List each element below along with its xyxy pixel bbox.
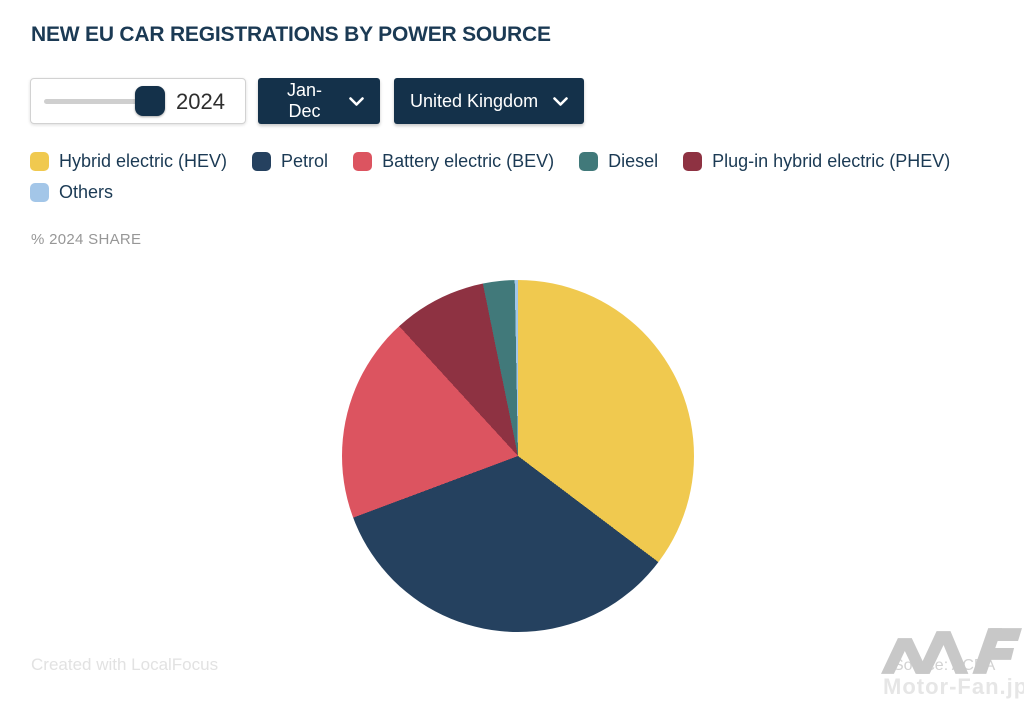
legend-swatch [353,152,373,171]
legend-swatch [252,152,272,171]
page-title: NEW EU CAR REGISTRATIONS BY POWER SOURCE [31,23,551,47]
period-dropdown-label: Jan-Dec [286,80,322,121]
watermark-text: Motor-Fan.jp [883,674,1024,699]
slider-value: 2024 [176,89,225,114]
credit-text: Created with LocalFocus [31,655,219,674]
slider-thumb[interactable] [135,86,165,116]
legend-swatch [30,152,49,171]
period-dropdown[interactable]: Jan-Dec [258,78,380,124]
country-dropdown[interactable]: United Kingdom [394,78,584,124]
legend-item-hybrid-electric-hev[interactable]: Hybrid electric (HEV) [30,151,227,172]
legend-label: Diesel [608,151,659,171]
legend-label: Petrol [281,151,329,171]
pie-chart[interactable] [342,280,694,632]
legend-label: Hybrid electric (HEV) [59,151,228,171]
legend-item-plug-in-hybrid-phev[interactable]: Plug-in hybrid electric (PHEV) [683,151,950,172]
legend-label: Battery electric (BEV) [382,151,555,171]
legend-label: Others [59,182,114,202]
motor-fan-logo-icon [881,624,1022,679]
chevron-down-icon [349,96,364,106]
legend-swatch [579,152,599,171]
legend-swatch [30,183,49,202]
legend-swatch [683,152,703,171]
chevron-down-icon [553,96,568,106]
legend: Hybrid electric (HEV) Petrol Battery ele… [30,151,1015,203]
country-dropdown-label: United Kingdom [410,90,539,111]
legend-item-diesel[interactable]: Diesel [579,151,658,172]
value-unit-label: % 2024 SHARE [31,231,142,248]
legend-item-others[interactable]: Others [30,182,113,203]
year-slider[interactable]: 2024 [30,78,246,124]
slider-track[interactable] [44,99,162,104]
legend-label: Plug-in hybrid electric (PHEV) [712,151,951,171]
legend-item-battery-electric-bev[interactable]: Battery electric (BEV) [353,151,554,172]
legend-item-petrol[interactable]: Petrol [252,151,328,172]
